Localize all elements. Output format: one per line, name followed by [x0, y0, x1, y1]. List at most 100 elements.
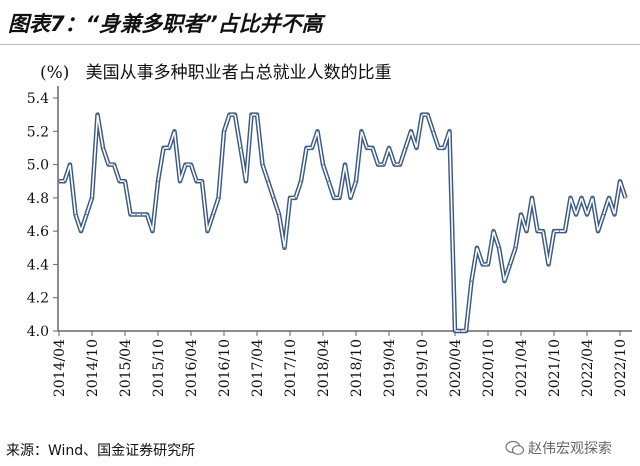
- data-point: [129, 213, 132, 216]
- data-point: [283, 247, 286, 249]
- data-point: [58, 180, 60, 182]
- title-divider: [0, 44, 640, 45]
- data-point: [190, 163, 192, 166]
- data-point: [525, 230, 528, 232]
- data-point: [140, 213, 143, 216]
- data-point: [195, 180, 198, 182]
- data-point: [80, 230, 82, 232]
- data-point: [443, 147, 445, 149]
- data-point: [481, 263, 484, 266]
- data-point: [393, 163, 396, 166]
- x-tick-label: 2014/10: [85, 339, 101, 397]
- data-point: [547, 263, 550, 266]
- data-point: [437, 147, 440, 149]
- x-tick-label: 2017/10: [283, 339, 299, 397]
- x-tick-label: 2022/10: [613, 339, 629, 397]
- y-tick-label: 4.4: [27, 257, 49, 273]
- data-point: [388, 147, 390, 149]
- data-point: [382, 163, 385, 166]
- series-line-outline: [59, 112, 628, 334]
- data-point: [96, 114, 99, 116]
- data-point: [608, 197, 610, 199]
- x-tick-label: 2022/04: [580, 339, 596, 397]
- x-tick-label: 2020/04: [448, 339, 464, 397]
- y-tick-label: 4.8: [27, 191, 49, 207]
- data-point: [542, 230, 544, 232]
- data-point: [575, 213, 577, 216]
- data-point: [476, 247, 478, 249]
- data-point: [619, 180, 621, 182]
- data-point: [624, 197, 627, 199]
- data-point: [206, 230, 209, 232]
- data-point: [201, 180, 203, 182]
- data-point: [487, 263, 489, 266]
- y-unit-label: (%): [40, 63, 70, 83]
- data-point: [410, 130, 412, 132]
- data-point: [245, 180, 247, 182]
- y-tick-label: 5.0: [27, 158, 49, 174]
- data-point: [454, 330, 456, 332]
- data-point: [602, 213, 605, 216]
- data-point: [184, 163, 187, 166]
- data-point: [338, 197, 341, 199]
- x-tick-label: 2015/04: [118, 339, 134, 397]
- y-tick-label: 5.2: [27, 124, 49, 140]
- data-point: [360, 130, 363, 132]
- y-tick-label: 4.0: [27, 324, 49, 340]
- data-point: [498, 247, 500, 249]
- x-tick-label: 2018/10: [349, 339, 365, 397]
- data-point: [146, 213, 148, 216]
- data-point: [448, 130, 451, 132]
- chart-title-row: (%) 美国从事多种职业者占总就业人数的比重: [40, 58, 392, 83]
- data-point: [580, 197, 583, 199]
- data-point: [426, 114, 429, 116]
- data-point: [305, 147, 308, 149]
- data-point: [250, 114, 253, 116]
- source-note: 来源：Wind、国金证券研究所: [6, 443, 196, 459]
- data-point: [113, 163, 115, 166]
- data-point: [355, 180, 357, 182]
- chart-title: 美国从事多种职业者占总就业人数的比重: [85, 63, 392, 83]
- x-tick-label: 2021/10: [547, 339, 563, 397]
- x-tick-label: 2015/10: [151, 339, 167, 397]
- figure-title: 图表7：“身兼多职者”占比并不高: [8, 12, 323, 36]
- x-tick-label: 2014/04: [52, 339, 68, 397]
- data-point: [421, 114, 423, 116]
- data-point: [256, 114, 258, 116]
- data-point: [404, 147, 407, 149]
- data-point: [322, 163, 324, 166]
- data-point: [564, 230, 566, 232]
- data-point: [294, 197, 297, 199]
- watermark-text: 赵伟宏观探索: [528, 441, 612, 457]
- data-point: [597, 230, 599, 232]
- data-point: [558, 230, 561, 232]
- y-tick-label: 4.2: [27, 291, 49, 307]
- data-point: [102, 147, 104, 149]
- data-point: [432, 130, 434, 132]
- data-point: [531, 197, 533, 199]
- data-point: [135, 213, 137, 216]
- data-point: [168, 147, 170, 149]
- data-point: [569, 197, 572, 199]
- series-line: [59, 113, 627, 332]
- data-point: [179, 180, 181, 182]
- data-point: [492, 230, 495, 232]
- data-point: [85, 213, 88, 216]
- data-point: [300, 180, 302, 182]
- data-point: [514, 247, 517, 249]
- data-point: [217, 197, 220, 199]
- data-point: [118, 180, 121, 182]
- data-point: [124, 180, 126, 182]
- data-point: [459, 330, 462, 332]
- data-point: [173, 130, 176, 132]
- y-tick-label: 4.6: [27, 224, 49, 240]
- data-point: [399, 163, 401, 166]
- data-point: [278, 213, 280, 216]
- data-point: [151, 230, 154, 232]
- data-point: [261, 163, 264, 166]
- data-point: [586, 213, 588, 216]
- data-point: [415, 147, 418, 149]
- data-point: [267, 180, 269, 182]
